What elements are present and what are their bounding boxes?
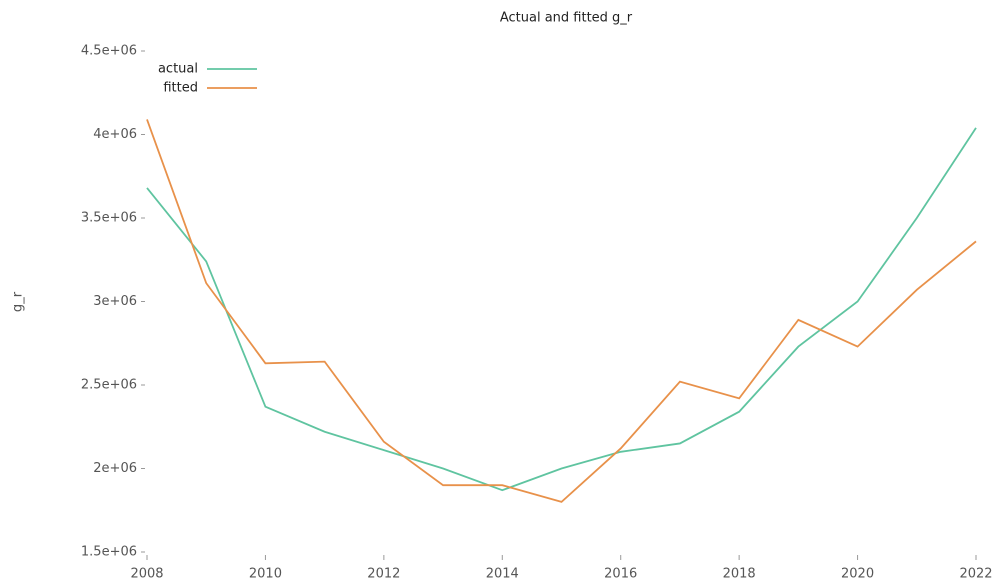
series-line [146, 119, 977, 503]
x-tick-label: 2014 [486, 567, 519, 582]
x-tick-label: 2016 [604, 567, 637, 582]
x-tick-label: 2022 [959, 567, 992, 582]
y-tick-label: 4.5e+06 [81, 44, 137, 59]
y-tick-label: 3e+06 [93, 294, 137, 309]
legend-label: fitted [163, 81, 198, 96]
series-line [146, 127, 977, 492]
y-tick-label: 2.5e+06 [81, 378, 137, 393]
x-tick-label: 2012 [367, 567, 400, 582]
x-tick-label: 2018 [723, 567, 756, 582]
x-tick-label: 2010 [249, 567, 282, 582]
y-tick-label: 4e+06 [93, 127, 137, 142]
y-tick-label: 2e+06 [93, 461, 137, 476]
x-tick-label: 2008 [130, 567, 163, 582]
chart-title: Actual and fitted g_r [500, 11, 633, 26]
y-tick-label: 3.5e+06 [81, 211, 137, 226]
legend-label: actual [158, 62, 198, 77]
y-tick-label: 1.5e+06 [81, 545, 137, 560]
y-axis-label: g_r [11, 291, 26, 312]
x-tick-label: 2020 [841, 567, 874, 582]
